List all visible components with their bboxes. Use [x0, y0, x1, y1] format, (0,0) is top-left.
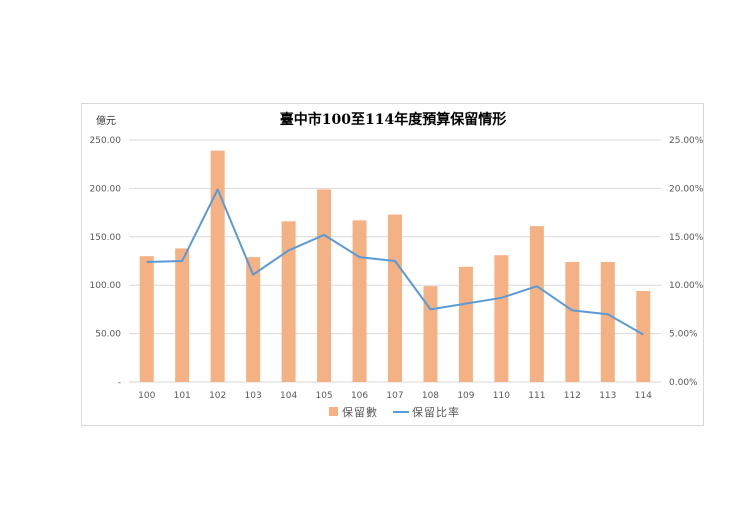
chart-title: 臺中市100至114年度預算保留情形	[280, 111, 506, 128]
chart-svg: 億元 臺中市100至114年度預算保留情形 - 50.00 100.00 150.00…	[90, 111, 704, 419]
y-right-tick-label: 5.00%	[669, 330, 698, 340]
bar	[494, 255, 509, 382]
x-tick-label: 110	[493, 391, 510, 401]
line-path	[146, 188, 644, 336]
y-right-tick-label: 0.00%	[669, 378, 698, 388]
x-tick-label: 112	[564, 391, 581, 401]
legend-line-label: 保留比率	[412, 405, 460, 419]
x-tick-label: 113	[599, 391, 616, 401]
x-axis: 100 101 102 103 104 105 106 107 108 109 110 111 112 1…	[138, 391, 652, 401]
bar	[423, 286, 438, 382]
bar	[529, 226, 544, 382]
legend-bar-swatch	[329, 407, 338, 416]
bar	[317, 189, 332, 382]
y-left-tick-label: 250.00	[90, 136, 122, 146]
y-left-axis: - 50.00 100.00 150.00 200.00 250.00	[90, 136, 122, 388]
y-left-unit: 億元	[96, 114, 116, 127]
bar	[210, 150, 225, 382]
x-tick-label: 101	[174, 391, 191, 401]
bar	[636, 291, 651, 382]
bar	[175, 248, 190, 382]
x-tick-label: 102	[209, 391, 226, 401]
x-tick-label: 108	[422, 391, 439, 401]
bar-series	[139, 150, 651, 382]
x-tick-label: 103	[245, 391, 262, 401]
bar	[388, 214, 402, 382]
legend-bar-label: 保留數	[342, 405, 378, 419]
y-right-tick-label: 25.00%	[669, 136, 704, 146]
y-right-tick-label: 20.00%	[669, 184, 704, 194]
y-right-tick-label: 15.00%	[669, 233, 704, 243]
y-left-tick-label: 100.00	[90, 281, 122, 291]
bar	[352, 220, 367, 382]
y-right-tick-label: 10.00%	[669, 281, 704, 291]
x-tick-label: 105	[315, 391, 332, 401]
x-tick-label: 100	[138, 391, 155, 401]
bar	[281, 221, 296, 382]
y-left-tick-label: 150.00	[90, 233, 122, 243]
y-left-tick-label: 200.00	[90, 184, 122, 194]
x-tick-label: 111	[528, 391, 545, 401]
y-right-axis: 0.00% 5.00% 10.00% 15.00% 20.00% 25.00%	[669, 136, 704, 388]
chart-frame: 億元 臺中市100至114年度預算保留情形 - 50.00 100.00 150.00…	[81, 103, 704, 426]
bar	[139, 256, 154, 382]
x-tick-label: 106	[351, 391, 368, 401]
x-tick-label: 114	[635, 391, 652, 401]
line-series	[146, 188, 644, 336]
bar	[565, 261, 580, 382]
bar	[458, 266, 473, 382]
x-tick-label: 107	[386, 391, 403, 401]
y-left-tick-label: 50.00	[95, 330, 121, 340]
bar	[246, 257, 261, 382]
x-tick-label: 109	[457, 391, 474, 401]
legend: 保留數 保留比率	[329, 405, 460, 419]
x-tick-label: 104	[280, 391, 297, 401]
y-left-tick-label: -	[118, 378, 121, 388]
bar	[600, 261, 615, 382]
